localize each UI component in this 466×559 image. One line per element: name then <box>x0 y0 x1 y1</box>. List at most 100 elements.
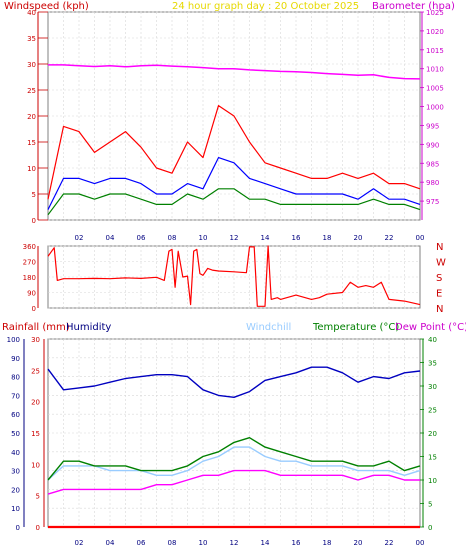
wind-series-wind <box>47 188 421 216</box>
compass-label: N <box>436 304 443 315</box>
wind-panel-x-tick-label: 20 <box>354 234 363 242</box>
wind-panel-x-tick-label: 00 <box>416 234 425 242</box>
wind-speed-tick-label: 35 <box>27 35 36 43</box>
humidity-tick-label: 60 <box>11 411 20 419</box>
barometer-tick-label: 980 <box>426 179 439 187</box>
dewpoint-legend-label: Dew Point (°C) <box>395 322 466 333</box>
temperature-tick-label: 5 <box>428 501 432 509</box>
temperature-tick-label: 15 <box>428 454 437 462</box>
humidity-tick-label: 20 <box>11 486 20 494</box>
wind-series-average <box>47 157 421 210</box>
rainfall-tick-label: 5 <box>36 493 40 501</box>
temperature-panel-x-tick-label: 08 <box>168 539 177 547</box>
series-temperature-c <box>47 437 421 481</box>
temperature-panel-x-tick-label: 10 <box>199 539 208 547</box>
barometer-tick-label: 1005 <box>426 85 444 93</box>
temperature-legend-label: Temperature (°C) <box>312 322 399 333</box>
wind-panel-x-tick-label: 02 <box>75 234 84 242</box>
barometer-tick-label: 1015 <box>426 47 444 55</box>
wind-panel-x-tick-label: 18 <box>323 234 332 242</box>
direction-tick-label: 180 <box>23 274 36 282</box>
rainfall-tick-label: 0 <box>36 524 40 532</box>
compass-label: S <box>436 273 442 284</box>
windchill-legend-label: Windchill <box>246 322 291 333</box>
barometer-axis-title: Barometer (hpa) <box>372 1 455 12</box>
barometer-tick-label: 1020 <box>426 28 444 36</box>
rainfall-tick-label: 25 <box>31 367 40 375</box>
direction-tick-label: 360 <box>23 243 36 251</box>
wind-series-barometer-hpa <box>48 64 421 80</box>
series-dew-point-c <box>47 469 420 495</box>
rainfall-tick-label: 20 <box>31 399 40 407</box>
humidity-tick-label: 80 <box>11 374 20 382</box>
wind-panel-x-tick-label: 14 <box>261 234 270 242</box>
temperature-panel-x-tick-label: 14 <box>261 539 270 547</box>
temperature-panel-x-tick-label: 18 <box>323 539 332 547</box>
temperature-tick-label: 0 <box>428 524 432 532</box>
temperature-panel-x-tick-label: 22 <box>385 539 394 547</box>
barometer-tick-label: 985 <box>426 160 439 168</box>
wind-speed-tick-label: 0 <box>32 217 36 225</box>
wind-panel-x-tick-label: 06 <box>137 234 146 242</box>
humidity-axis-title: Humidity <box>66 322 111 333</box>
wind-direction-line <box>47 245 421 307</box>
temperature-panel-x-tick-label: 02 <box>75 539 84 547</box>
temperature-panel-x-tick-label: 06 <box>137 539 146 547</box>
wind-panel-x-tick-label: 16 <box>292 234 301 242</box>
barometer-tick-label: 990 <box>426 141 439 149</box>
humidity-tick-label: 30 <box>11 468 20 476</box>
rainfall-axis-title: Rainfall (mm) <box>2 322 70 333</box>
humidity-tick-label: 100 <box>7 336 20 344</box>
humidity-tick-label: 50 <box>11 430 20 438</box>
humidity-tick-label: 40 <box>11 449 20 457</box>
wind-series-gust <box>47 104 421 200</box>
wind-speed-tick-label: 15 <box>27 139 36 147</box>
barometer-tick-label: 995 <box>426 122 439 130</box>
wind-speed-tick-label: 25 <box>27 87 36 95</box>
temperature-panel-x-tick-label: 04 <box>106 539 115 547</box>
wind-panel-x-tick-label: 08 <box>168 234 177 242</box>
temperature-panel-x-tick-label: 12 <box>230 539 239 547</box>
temperature-panel-x-tick-label: 20 <box>354 539 363 547</box>
wind-speed-tick-label: 20 <box>27 113 36 121</box>
series-humidity <box>47 366 421 398</box>
temperature-panel-x-tick-label: 16 <box>292 539 301 547</box>
wind-panel-x-tick-label: 04 <box>106 234 115 242</box>
temperature-tick-label: 10 <box>428 477 437 485</box>
temperature-tick-label: 40 <box>428 336 437 344</box>
chart-title: 24 hour graph day : 20 October 2025 <box>172 1 359 12</box>
humidity-tick-label: 70 <box>11 392 20 400</box>
wind-speed-axis-title: Windspeed (kph) <box>4 1 89 12</box>
temperature-tick-label: 35 <box>428 360 437 368</box>
wind-panel-x-tick-label: 12 <box>230 234 239 242</box>
humidity-tick-label: 10 <box>11 505 20 513</box>
rainfall-tick-label: 15 <box>31 430 40 438</box>
barometer-tick-label: 1025 <box>426 9 444 17</box>
humidity-tick-label: 0 <box>16 524 20 532</box>
wind-speed-tick-label: 40 <box>27 9 36 17</box>
wind-speed-tick-label: 5 <box>32 191 36 199</box>
compass-label: E <box>436 289 442 300</box>
temperature-panel-x-tick-label: 00 <box>416 539 425 547</box>
barometer-tick-label: 1000 <box>426 104 444 112</box>
direction-tick-label: 90 <box>27 290 36 298</box>
wind-panel-x-tick-label: 10 <box>199 234 208 242</box>
wind-panel-x-tick-label: 22 <box>385 234 394 242</box>
series-windchill <box>47 446 421 481</box>
compass-label: W <box>436 258 446 269</box>
temperature-tick-label: 20 <box>428 430 437 438</box>
barometer-tick-label: 1010 <box>426 66 444 74</box>
wind-speed-tick-label: 30 <box>27 61 36 69</box>
direction-tick-label: 270 <box>23 259 36 267</box>
temperature-tick-label: 25 <box>428 407 437 415</box>
wind-speed-tick-label: 10 <box>27 165 36 173</box>
temperature-tick-label: 30 <box>428 383 437 391</box>
barometer-tick-label: 975 <box>426 198 439 206</box>
direction-tick-label: 0 <box>32 305 36 313</box>
humidity-tick-label: 90 <box>11 355 20 363</box>
rainfall-tick-label: 30 <box>31 336 40 344</box>
compass-label: N <box>436 242 443 253</box>
rainfall-tick-label: 10 <box>31 461 40 469</box>
